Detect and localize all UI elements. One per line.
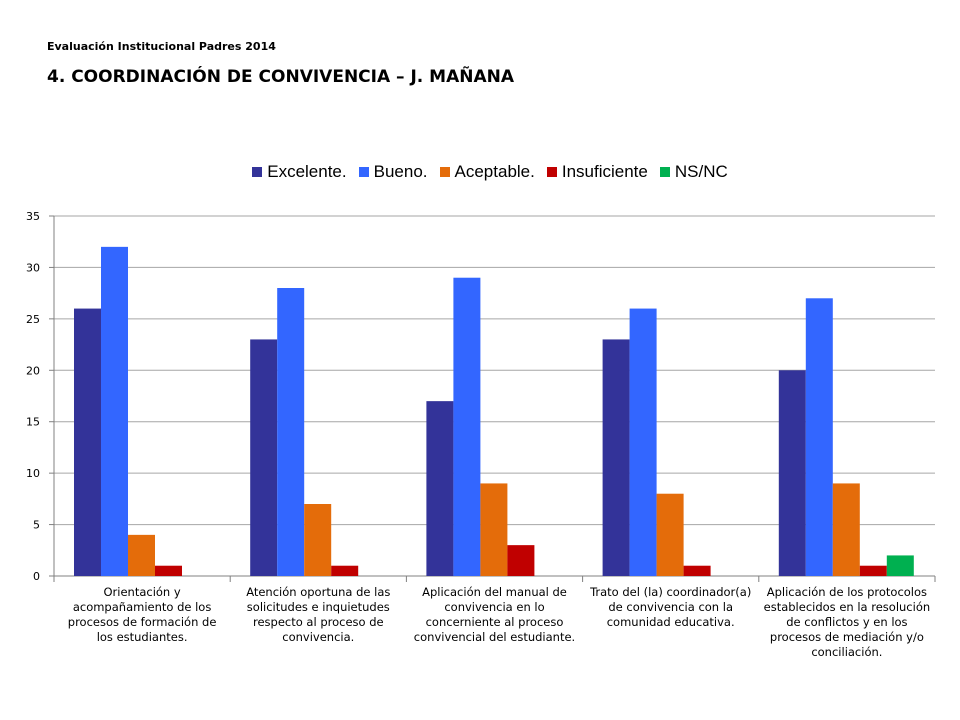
y-tick-label: 35 <box>26 210 40 223</box>
bar-1-0 <box>101 246 128 576</box>
legend-swatch <box>546 167 557 177</box>
legend-item: Excelente. <box>252 162 347 182</box>
bar-3-1 <box>331 565 359 576</box>
legend-item: Aceptable. <box>439 162 535 182</box>
x-category-label: Trato del (la) coordinador(a) de convive… <box>590 585 752 629</box>
legend-swatch <box>358 167 369 177</box>
bar-2-2 <box>480 483 508 576</box>
x-category-label: Aplicación del manual de convivencia en … <box>413 585 576 644</box>
y-tick-label: 30 <box>26 261 40 274</box>
bar-2-1 <box>304 504 332 576</box>
bar-1-1 <box>277 288 305 576</box>
bar-4-4 <box>886 555 914 576</box>
chart-legend: Excelente. Bueno. Aceptable. Insuficiente NS… <box>0 160 960 184</box>
x-category-label: Orientación y acompañamiento de los proc… <box>67 585 217 644</box>
legend-item: Bueno. <box>358 162 428 182</box>
bar-1-2 <box>453 277 481 576</box>
y-tick-label: 10 <box>26 467 40 480</box>
bar-0-3 <box>602 339 630 576</box>
bar-2-3 <box>656 493 684 576</box>
bar-1-3 <box>629 308 657 576</box>
legend-item: NS/NC <box>659 162 728 182</box>
y-tick-label: 5 <box>33 519 40 532</box>
bar-3-3 <box>683 565 711 576</box>
bar-0-4 <box>778 370 806 576</box>
page-title: 4. COORDINACIÓN DE CONVIVENCIA – J. MAÑA… <box>47 67 515 87</box>
legend-label: Excelente. <box>267 162 347 181</box>
report-subtitle: Evaluación Institucional Padres 2014 <box>47 40 276 53</box>
y-tick-label: 25 <box>26 313 40 326</box>
y-tick-label: 20 <box>26 364 40 377</box>
x-category-label: Aplicación de los protocolos establecido… <box>763 585 931 659</box>
legend-label: Aceptable. <box>454 162 535 181</box>
legend-label: NS/NC <box>674 162 728 181</box>
bar-2-4 <box>832 483 860 576</box>
bar-3-4 <box>859 565 887 576</box>
legend-label: Bueno. <box>373 162 428 181</box>
bar-3-2 <box>507 545 535 576</box>
legend-swatch <box>252 167 263 177</box>
bar-0-2 <box>426 401 454 576</box>
bar-2-0 <box>128 534 155 576</box>
bar-0-0 <box>74 308 101 576</box>
legend-swatch <box>659 167 670 177</box>
legend-label: Insuficiente <box>561 162 648 181</box>
y-tick-label: 0 <box>33 570 40 583</box>
legend-item: Insuficiente <box>546 162 648 182</box>
legend-swatch <box>439 167 450 177</box>
x-category-label: Atención oportuna de las solicitudes e i… <box>246 585 391 644</box>
bar-3-0 <box>155 565 182 576</box>
bar-1-4 <box>805 298 833 576</box>
y-tick-label: 15 <box>26 416 40 429</box>
bar-0-1 <box>250 339 278 576</box>
